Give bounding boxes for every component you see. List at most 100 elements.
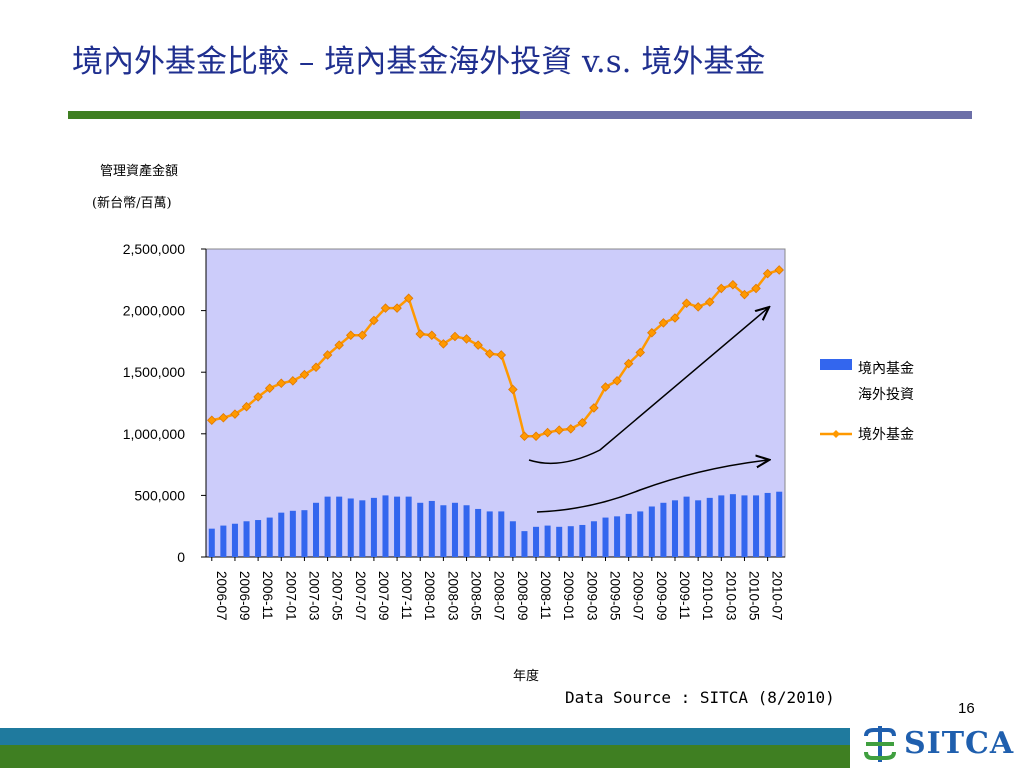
bar: [509, 521, 516, 557]
line-point: [218, 413, 229, 423]
bar: [590, 521, 597, 557]
line-point: [716, 283, 727, 294]
bar: [243, 521, 250, 557]
x-tick-label: 2008-01: [422, 571, 437, 621]
bar: [671, 500, 679, 557]
line-point: [681, 298, 692, 308]
sitca-logo: SITCA: [858, 722, 1018, 766]
x-tick-label: 2007-03: [306, 571, 321, 621]
line-point: [484, 348, 495, 359]
bar: [718, 495, 725, 557]
line-point: [704, 297, 715, 307]
y-tick-label: 2,500,000: [123, 241, 185, 257]
legend-label-domestic: 境內基金: [858, 360, 914, 377]
footer-bar-blue: [0, 728, 850, 745]
bar: [753, 495, 760, 557]
bar: [440, 505, 447, 557]
line-point: [392, 303, 402, 313]
y-axis-label: 管理資產金額: [100, 164, 179, 179]
y-tick-label: 1,000,000: [123, 426, 185, 442]
x-tick-label: 2008-07: [492, 571, 507, 621]
x-tick-label: 2006-07: [214, 571, 229, 621]
line-point: [299, 369, 310, 380]
line-point: [427, 330, 437, 341]
bar: [741, 495, 748, 557]
bar: [695, 500, 702, 557]
bar: [683, 496, 690, 557]
line-point: [647, 328, 657, 338]
line-point: [415, 329, 425, 339]
bar: [637, 511, 644, 557]
line-point: [357, 330, 368, 341]
line-point: [508, 384, 518, 395]
line-point: [230, 409, 240, 419]
line-point: [658, 318, 669, 328]
line-point: [207, 415, 217, 426]
line-point: [577, 417, 588, 428]
title-underline-purple: [520, 111, 972, 119]
bar: [382, 495, 389, 557]
x-tick-label: 2007-11: [399, 571, 414, 620]
bar: [370, 497, 377, 557]
bar: [231, 523, 238, 557]
bar: [556, 526, 563, 557]
line-point: [276, 378, 287, 389]
line-point: [288, 376, 298, 386]
x-tick-label: 2007-09: [376, 571, 391, 621]
y-tick-label: 500,000: [134, 487, 185, 503]
x-tick-label: 2006-09: [237, 571, 252, 621]
line-point: [612, 376, 622, 386]
bar: [567, 526, 574, 557]
bar: [475, 508, 482, 557]
bar: [451, 502, 458, 557]
slide-title: 境內外基金比較 – 境內基金海外投資 v.s. 境外基金: [72, 44, 766, 80]
line-point: [473, 340, 483, 350]
bar: [394, 496, 401, 557]
bar: [498, 511, 505, 557]
data-source-note: Data Source : SITCA (8/2010): [565, 688, 835, 707]
x-tick-label: 2006-11: [260, 571, 275, 620]
line-point: [600, 382, 611, 392]
line-point: [403, 293, 414, 304]
bar: [428, 500, 435, 557]
bar: [266, 517, 273, 557]
legend-bar-swatch: [820, 359, 852, 370]
line-point: [635, 347, 646, 358]
line-point: [589, 403, 599, 413]
x-tick-label: 2008-09: [515, 571, 530, 621]
bar: [533, 526, 540, 557]
line-point: [751, 283, 761, 294]
x-tick-label: 2007-07: [353, 571, 368, 621]
legend-line-marker: [832, 430, 840, 438]
bar: [648, 506, 655, 557]
bar: [776, 491, 783, 557]
line-point: [264, 383, 275, 393]
line-point: [438, 339, 449, 349]
bar: [359, 500, 366, 557]
bar: [521, 531, 528, 557]
line-point: [566, 424, 576, 434]
bar: [301, 510, 308, 557]
x-axis-label: 年度: [513, 669, 540, 684]
page-number: 16: [958, 700, 975, 717]
x-tick-label: 2008-05: [469, 571, 484, 621]
bar: [764, 492, 771, 557]
x-tick-label: 2010-05: [746, 571, 761, 621]
bar: [660, 502, 667, 557]
legend-label-offshore: 境外基金: [858, 426, 914, 443]
line-point: [531, 431, 541, 442]
x-tick-label: 2009-05: [608, 571, 623, 621]
x-tick-label: 2010-01: [700, 571, 715, 621]
bar: [289, 510, 296, 557]
bar: [614, 516, 621, 557]
line-point: [554, 425, 564, 435]
bar: [544, 525, 551, 557]
line-point: [670, 313, 680, 323]
line-point: [450, 331, 460, 342]
line-point: [693, 302, 703, 312]
line-point: [774, 265, 784, 275]
sitca-logo-icon: [864, 726, 896, 762]
footer-bar-green: [0, 745, 850, 768]
sitca-logo-text: SITCA: [904, 726, 1015, 761]
